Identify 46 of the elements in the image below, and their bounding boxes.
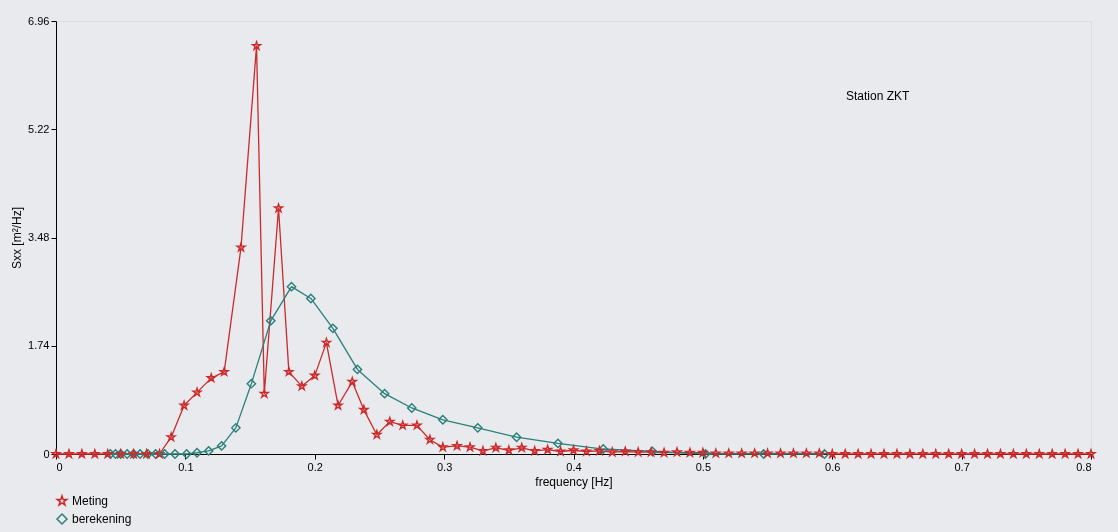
point <box>819 449 830 459</box>
point <box>246 378 257 389</box>
point <box>181 449 192 459</box>
x-tick-label: 0.1 <box>178 460 194 473</box>
legend-label: berekening <box>72 512 132 526</box>
point <box>150 449 161 459</box>
point <box>170 449 180 459</box>
point <box>286 281 297 292</box>
point <box>159 449 170 459</box>
point <box>553 438 563 449</box>
point <box>437 414 448 425</box>
y-axis-title: Sxx [m²/Hz] <box>10 207 25 269</box>
y-tick-label: 3.48 <box>28 231 50 243</box>
point <box>598 444 609 454</box>
point <box>305 293 316 304</box>
x-tick-label: 0.2 <box>307 460 323 473</box>
point <box>105 449 116 459</box>
x-tick-label: 0.6 <box>825 460 841 473</box>
x-tick-label: 0.5 <box>695 460 712 473</box>
y-tick-label: 6.96 <box>28 14 50 27</box>
x-axis-title: frequency [Hz] <box>535 474 613 489</box>
x-tick-label: 0.7 <box>954 460 970 473</box>
point <box>327 323 338 334</box>
point <box>406 403 417 413</box>
point <box>758 449 769 459</box>
point <box>379 388 390 399</box>
point <box>472 422 483 433</box>
x-tick-label: 0.3 <box>436 460 453 473</box>
point <box>265 315 276 326</box>
point <box>192 447 202 458</box>
annotation: Station ZKT <box>846 89 911 103</box>
legend-label: Meting <box>72 494 109 508</box>
point <box>110 449 121 459</box>
y-tick-label: 1.74 <box>28 339 50 352</box>
y-tick-label: 5.22 <box>28 122 50 135</box>
point <box>352 364 363 375</box>
point <box>700 449 711 459</box>
point <box>203 446 214 456</box>
point <box>216 441 227 451</box>
x-tick-label: 0.4 <box>566 460 582 473</box>
x-tick-label: 0 <box>56 460 63 473</box>
x-tick-label: 0.8 <box>1076 460 1092 473</box>
point <box>230 422 241 433</box>
point <box>135 449 145 459</box>
y-tick-label: 0 <box>43 447 50 460</box>
point <box>511 432 522 443</box>
